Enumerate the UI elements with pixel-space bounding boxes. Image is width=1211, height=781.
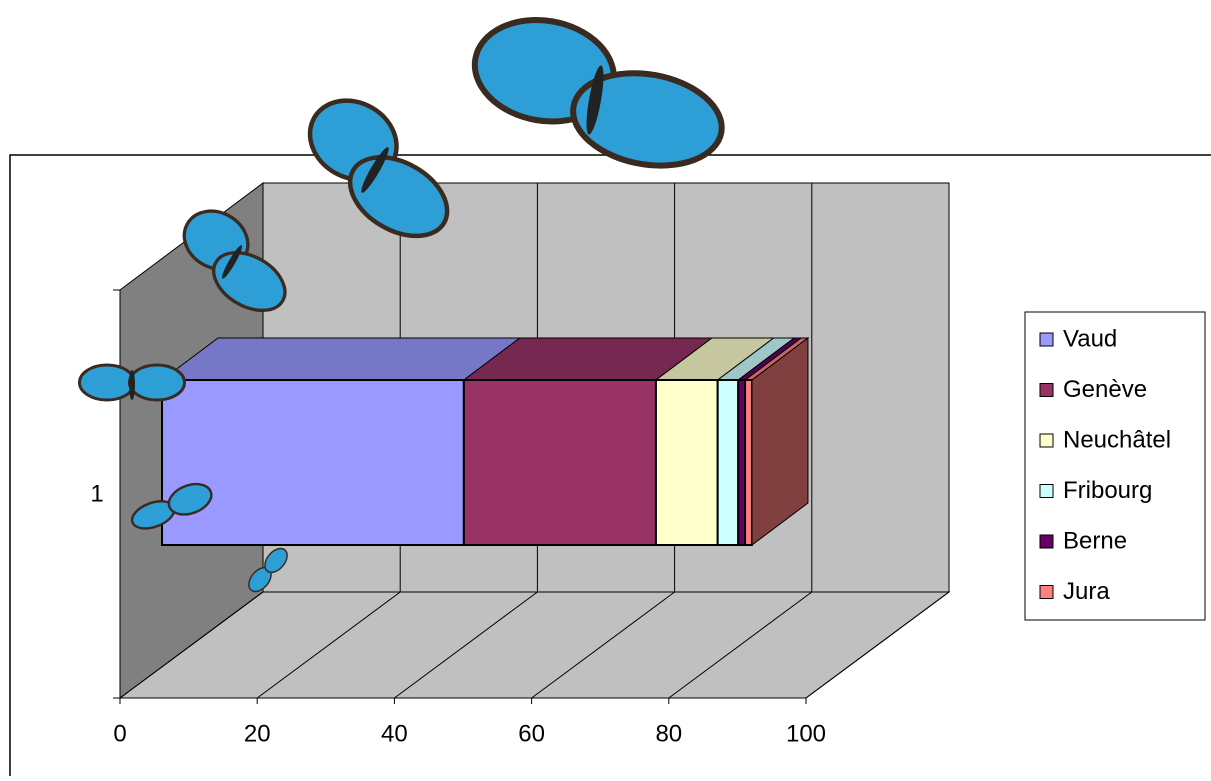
bar-side bbox=[751, 337, 809, 546]
bar bbox=[654, 379, 719, 546]
legend-label: Vaud bbox=[1063, 325, 1117, 352]
butterfly bbox=[471, 17, 725, 169]
bar-top bbox=[160, 337, 522, 381]
legend-label: Jura bbox=[1063, 578, 1110, 605]
x-tick-label: 0 bbox=[113, 720, 126, 747]
legend-swatch bbox=[1039, 484, 1054, 498]
butterfly bbox=[78, 363, 186, 402]
chart-frame bbox=[9, 154, 1211, 776]
grid-line bbox=[394, 591, 538, 699]
legend-label: Genève bbox=[1063, 376, 1147, 403]
grid-line bbox=[531, 591, 675, 699]
x-tick-label: 40 bbox=[381, 720, 408, 747]
legend-swatch bbox=[1039, 383, 1054, 397]
legend-swatch bbox=[1039, 534, 1054, 549]
bars bbox=[160, 337, 810, 546]
bar bbox=[744, 379, 753, 546]
butterfly bbox=[182, 209, 287, 312]
legend-swatch bbox=[1039, 433, 1054, 448]
butterfly bbox=[130, 482, 213, 530]
legend-label: Neuchâtel bbox=[1063, 426, 1171, 453]
grid-line bbox=[805, 591, 950, 699]
x-tick-label: 80 bbox=[655, 720, 682, 747]
legend-entries: Vaud Genève Neuchâtel Fribourg Berne Jura bbox=[1039, 325, 1171, 605]
butterfly bbox=[248, 547, 288, 593]
legend bbox=[1024, 311, 1206, 621]
bar bbox=[716, 379, 740, 546]
butterflies bbox=[78, 17, 725, 593]
grid-line bbox=[256, 591, 401, 699]
bar bbox=[161, 379, 465, 546]
y-tick-label: 1 bbox=[90, 480, 103, 507]
legend-swatch bbox=[1039, 332, 1054, 347]
x-tick-label: 60 bbox=[518, 720, 545, 747]
x-tick-label: 100 bbox=[786, 720, 826, 747]
floor bbox=[118, 591, 951, 699]
x-tick-label: 20 bbox=[244, 720, 271, 747]
bar bbox=[462, 379, 657, 546]
legend-swatch bbox=[1039, 585, 1054, 599]
legend-label: Fribourg bbox=[1063, 477, 1152, 504]
butterfly bbox=[307, 98, 450, 239]
grid-line bbox=[119, 591, 264, 699]
grid-line bbox=[668, 591, 813, 699]
bar bbox=[737, 379, 747, 546]
legend-label: Berne bbox=[1063, 527, 1127, 554]
